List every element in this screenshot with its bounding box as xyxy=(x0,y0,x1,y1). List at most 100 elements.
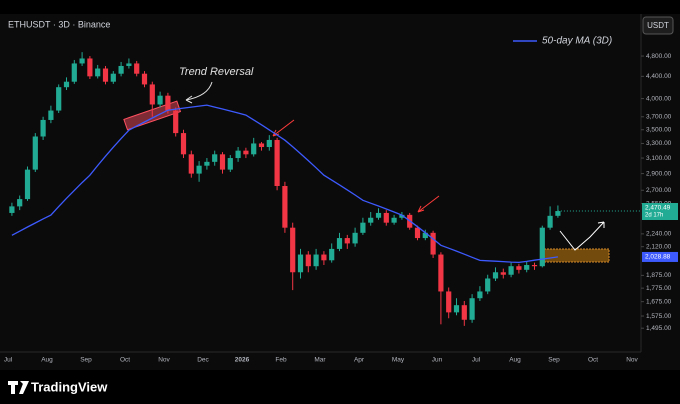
ma-price-box xyxy=(642,251,678,262)
candle-body xyxy=(71,63,77,82)
y-tick-label: 2,700.00 xyxy=(646,187,672,194)
y-tick-label: 2,120.00 xyxy=(646,243,672,250)
candle-body xyxy=(149,84,155,105)
candle-body xyxy=(453,305,460,313)
candle-body xyxy=(438,254,444,292)
candle-body xyxy=(180,133,187,155)
candle-body xyxy=(102,68,109,82)
candle-body xyxy=(188,154,194,174)
candle-body xyxy=(290,227,296,273)
candle-body xyxy=(110,73,116,82)
y-tick-label: 3,500.00 xyxy=(646,126,672,133)
x-tick-label: Mar xyxy=(314,357,326,364)
candle-body xyxy=(477,291,483,299)
candle-body xyxy=(539,227,545,267)
candle-body xyxy=(204,161,210,166)
candle-body xyxy=(282,185,288,228)
candle-body xyxy=(461,305,467,320)
x-tick-label: Apr xyxy=(354,357,365,364)
red-arrow xyxy=(417,195,440,213)
candle-body xyxy=(375,212,382,218)
projection-path xyxy=(559,221,605,251)
last-price-label: 2,470.49 xyxy=(645,205,671,212)
candle-body xyxy=(305,254,311,267)
brand-name: TradingView xyxy=(31,379,108,394)
y-tick-label: 1,675.00 xyxy=(646,298,672,305)
candle-body xyxy=(9,206,15,213)
candle-body xyxy=(508,266,514,275)
y-tick-label: 2,900.00 xyxy=(646,170,672,177)
candle-body xyxy=(547,215,553,228)
candle-body xyxy=(243,150,249,155)
candle-body xyxy=(555,211,561,216)
candle-body xyxy=(368,217,374,223)
ma-line xyxy=(11,104,558,264)
y-tick-label: 1,775.00 xyxy=(646,285,672,292)
x-tick-label: Nov xyxy=(158,357,170,364)
candle-body xyxy=(95,68,101,77)
annotation-arrowhead xyxy=(185,95,193,104)
candle-body xyxy=(79,58,85,64)
candle-body xyxy=(485,278,491,292)
x-tick-label: Jul xyxy=(472,357,481,364)
candle-body xyxy=(40,119,46,137)
x-tick-label: Nov xyxy=(626,357,638,364)
x-tick-label: Jul xyxy=(4,357,13,364)
currency-button[interactable] xyxy=(642,16,674,35)
candle-body xyxy=(196,165,202,174)
y-tick-label: 1,495.00 xyxy=(646,325,672,332)
legend-label: 50-day MA (3D) xyxy=(542,36,612,47)
y-tick-label: 3,300.00 xyxy=(646,140,672,147)
y-tick-label: 1,575.00 xyxy=(646,313,672,320)
candle-body xyxy=(141,73,148,85)
candle-body xyxy=(492,272,499,279)
candle-body xyxy=(134,63,140,74)
candle-body xyxy=(32,136,38,170)
plot: 4,800.00 4,400.00 4,000.00 3,700.00 3,500.00… xyxy=(4,52,678,364)
candle-body xyxy=(266,139,272,148)
x-tick-label: Dec xyxy=(197,357,209,364)
x-tick-label: Oct xyxy=(588,357,598,364)
candle-body xyxy=(24,169,31,200)
candle-body xyxy=(344,238,350,244)
y-tick-label: 4,800.00 xyxy=(646,53,672,60)
annotation-text: Trend Reversal xyxy=(179,66,254,78)
candle-body xyxy=(422,232,428,239)
candle-body xyxy=(399,214,405,218)
candle-body xyxy=(258,143,265,148)
annotation-arrow xyxy=(185,81,213,101)
brand-logo xyxy=(8,381,29,394)
candle-body xyxy=(500,272,506,275)
currency-label[interactable]: USDT xyxy=(647,21,669,30)
candle-body xyxy=(63,81,70,88)
symbol-title: ETHUSDT · 3D · Binance xyxy=(8,19,110,29)
candle-body xyxy=(383,212,389,223)
x-tick-label: Jun xyxy=(432,357,443,364)
y-tick-label: 1,875.00 xyxy=(646,272,672,279)
candle-body xyxy=(329,248,335,261)
candle-body xyxy=(48,110,54,120)
candle-body xyxy=(274,139,280,186)
candle-body xyxy=(352,232,358,244)
candle-body xyxy=(56,87,62,111)
candle-body xyxy=(235,150,241,159)
candle-body xyxy=(157,95,163,105)
candle-body xyxy=(219,154,226,170)
x-tick-label: Sep xyxy=(80,357,92,364)
candle-body xyxy=(446,291,452,313)
y-tick-label: 3,100.00 xyxy=(646,155,672,162)
candle-body xyxy=(360,222,366,233)
plot-background xyxy=(0,14,680,370)
x-tick-label: Aug xyxy=(41,357,53,364)
candle-body xyxy=(336,238,343,249)
candle-body xyxy=(17,199,23,207)
x-tick-label: Sep xyxy=(548,357,560,364)
x-tick-label: Oct xyxy=(120,357,130,364)
candle-body xyxy=(173,110,179,134)
ma-price-label: 2,028.88 xyxy=(645,254,671,261)
countdown-label: 2d 17h xyxy=(645,213,663,219)
candle-body xyxy=(531,265,538,267)
candle-body xyxy=(251,143,257,155)
